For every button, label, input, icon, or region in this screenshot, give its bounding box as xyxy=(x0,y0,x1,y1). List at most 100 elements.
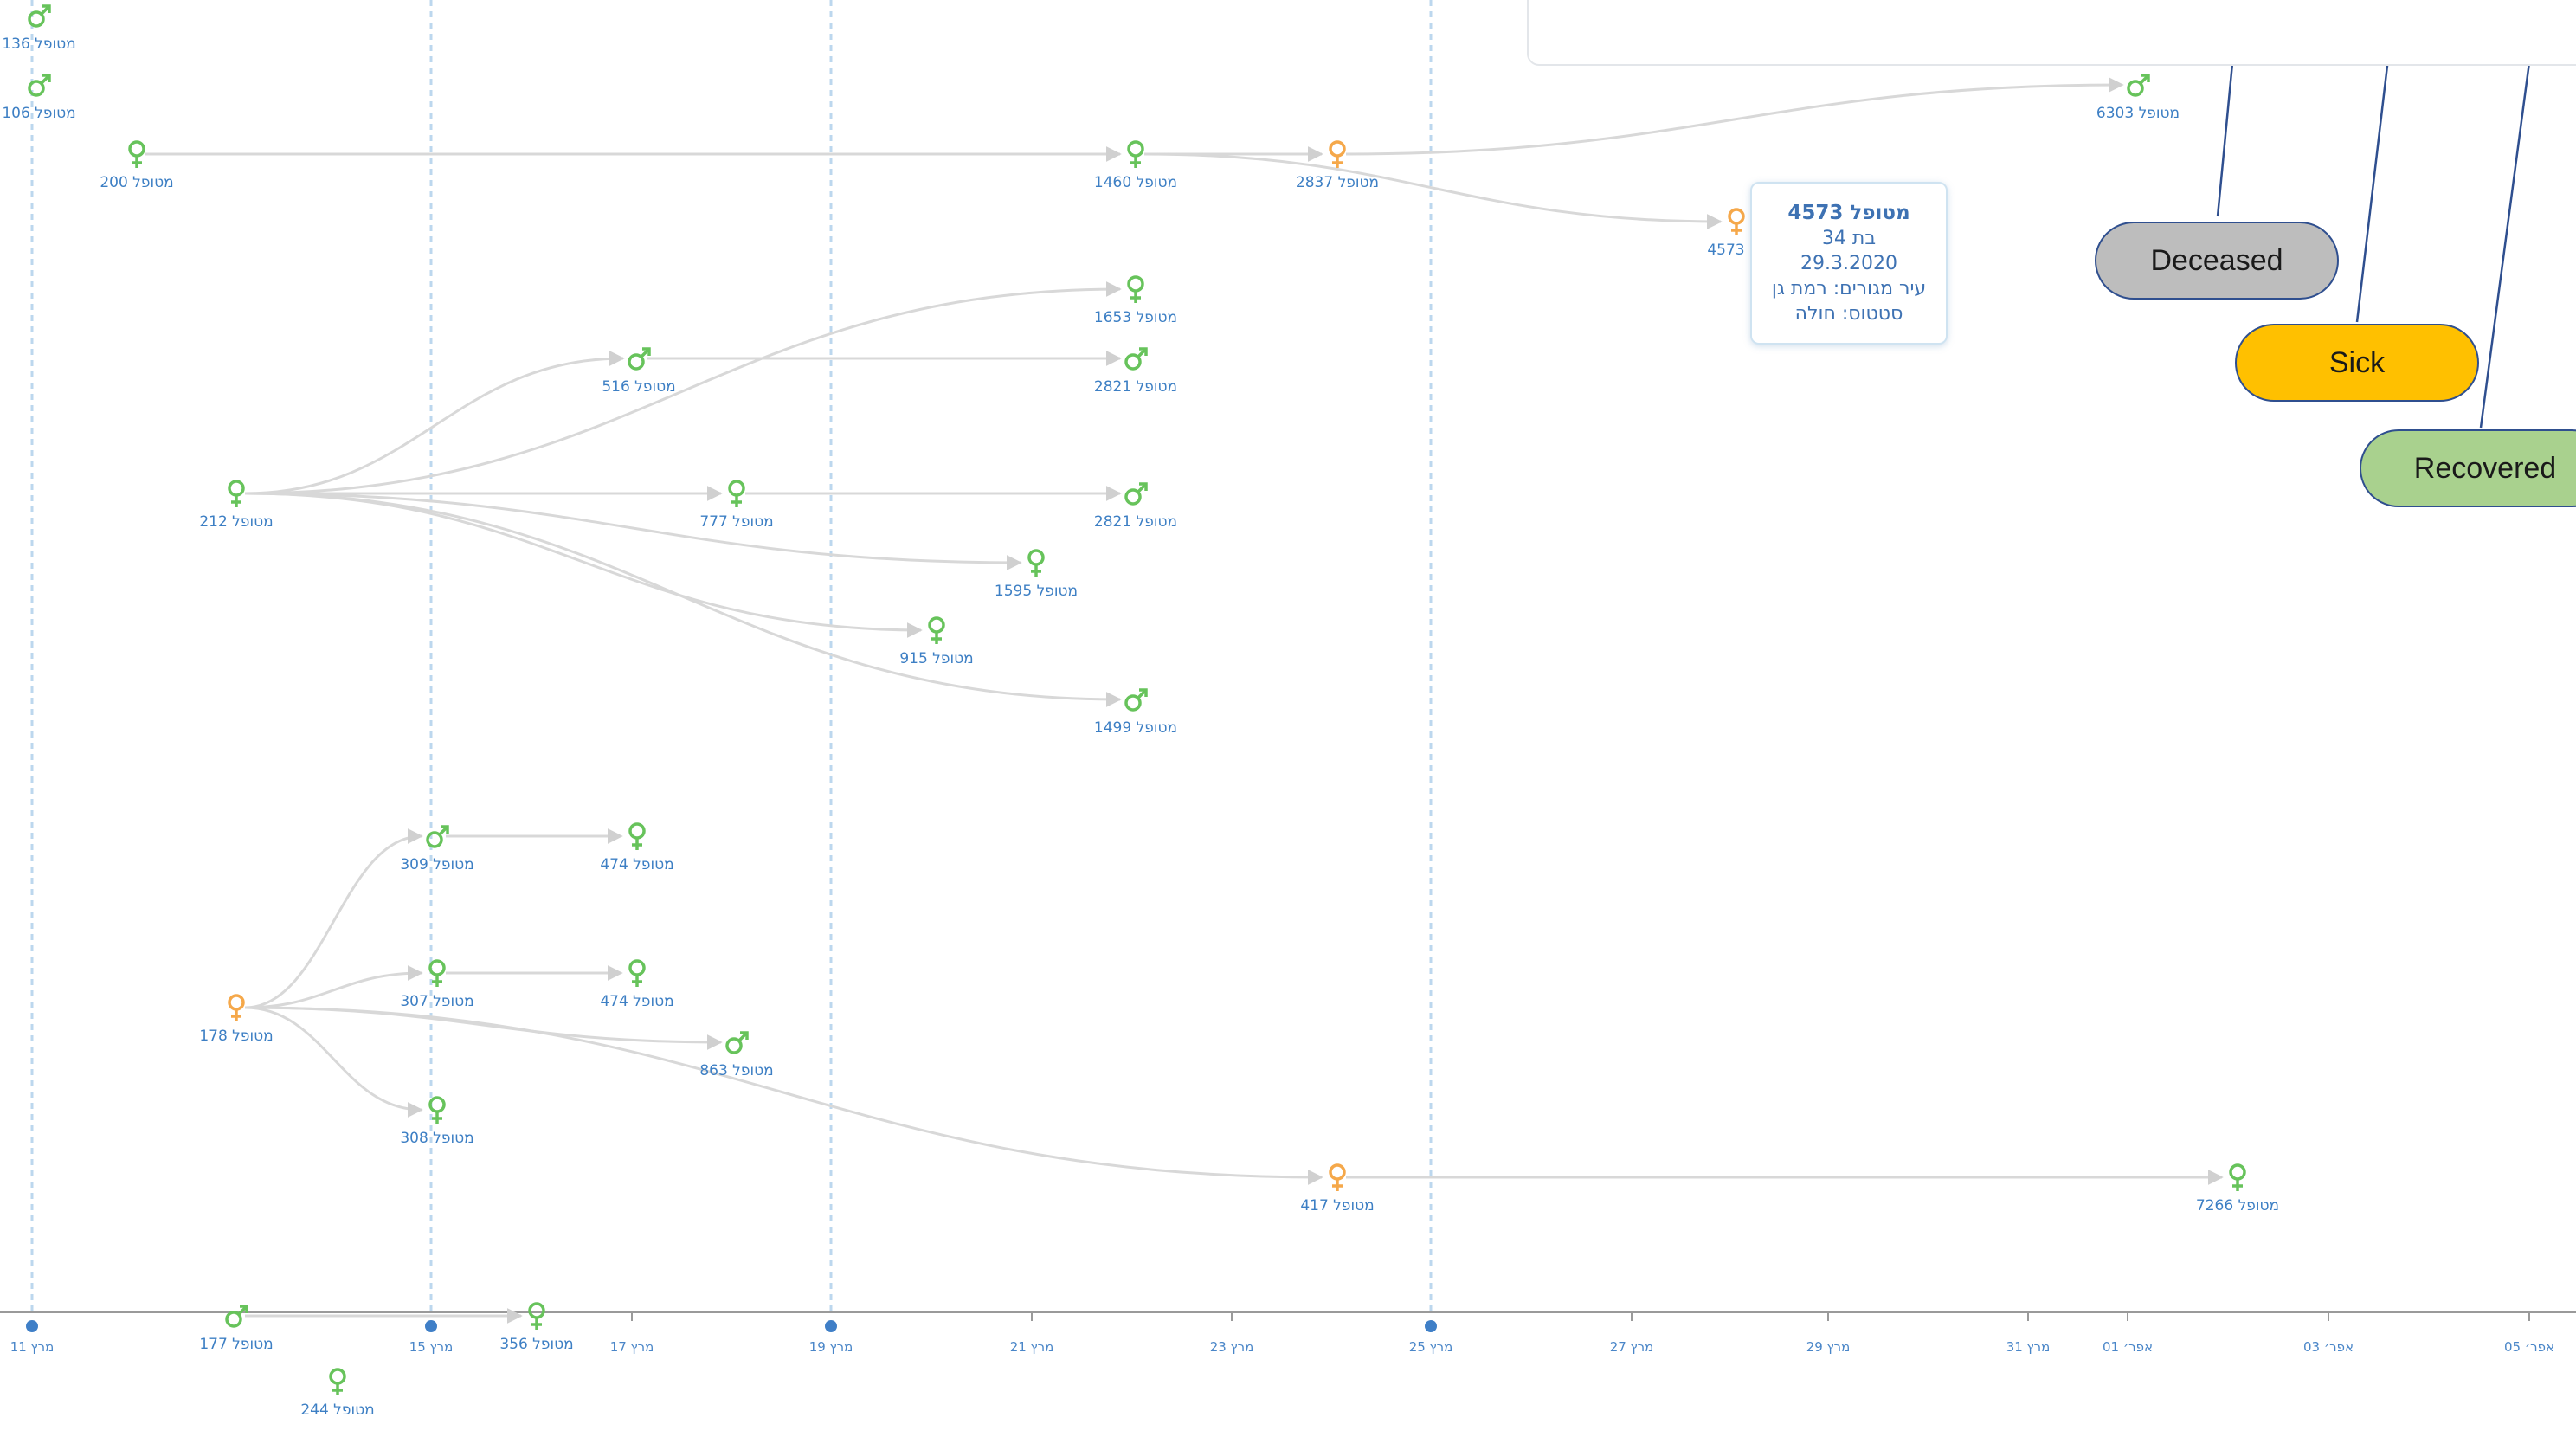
transmission-edge xyxy=(244,492,1122,707)
patient-node[interactable]: מטופל 356 xyxy=(499,1302,574,1353)
legend-recovered-label: Recovered xyxy=(2413,451,2557,485)
patient-node[interactable]: מטופל 1653 xyxy=(1094,275,1177,326)
male-symbol-icon xyxy=(28,74,51,97)
female-symbol-icon xyxy=(728,480,745,507)
patient-node[interactable]: מטופל 863 xyxy=(699,1031,774,1079)
patient-label: מטופל 309 xyxy=(400,856,473,873)
patient-node[interactable]: מטופל 307 xyxy=(400,959,474,1010)
legend-sick: Sick xyxy=(2235,324,2479,402)
transmission-edge xyxy=(244,492,1022,570)
patient-label: מטופל 1653 xyxy=(1094,309,1177,326)
female-symbol-icon xyxy=(2229,1163,2246,1191)
patient-node[interactable]: מטופל 136 xyxy=(2,4,76,53)
patient-label: מטופל 177 xyxy=(199,1336,273,1353)
patient-label: מטופל 7266 xyxy=(2196,1197,2279,1215)
patient-label: מטופל 307 xyxy=(400,993,473,1010)
patient-label: 4573 xyxy=(1707,242,1744,259)
female-symbol-icon xyxy=(428,959,446,987)
axis-tick-label: 23 מרץ xyxy=(1210,1339,1254,1355)
tooltip-city: עיר מגורים: רמת גן xyxy=(1771,278,1927,300)
transmission-edge xyxy=(244,281,1122,495)
transmission-edge xyxy=(244,965,423,1009)
patient-node[interactable]: מטופל 474 xyxy=(600,822,674,873)
male-symbol-icon xyxy=(426,825,449,848)
patient-node[interactable]: מטופל 7266 xyxy=(2196,1163,2279,1215)
patient-node[interactable]: מטופל 178 xyxy=(199,994,274,1045)
patient-node[interactable]: מטופל 2821 xyxy=(1094,482,1177,531)
patient-label: מטופל 6303 xyxy=(2096,105,2180,122)
patient-label: מטופל 417 xyxy=(1300,1197,1374,1215)
tooltip-date: 29.3.2020 xyxy=(1800,253,1897,274)
patient-node[interactable]: מטופל 1460 xyxy=(1094,140,1177,191)
transmission-edge xyxy=(244,1006,723,1050)
patient-node[interactable]: מטופל 915 xyxy=(899,616,974,667)
patient-label: מטופל 474 xyxy=(600,993,673,1010)
patient-label: מטופל 516 xyxy=(602,378,675,396)
female-symbol-icon xyxy=(528,1302,545,1330)
deceased-pointer-arrow xyxy=(2216,35,2242,217)
patient-label: מטופל 308 xyxy=(400,1130,473,1147)
axis-tick-label: 31 מרץ xyxy=(2006,1339,2051,1355)
female-symbol-icon xyxy=(1127,140,1144,168)
axis-tick-label: 03 אפר׳ xyxy=(2303,1339,2354,1355)
female-symbol-icon xyxy=(928,616,945,644)
axis-tick-label: 05 אפר׳ xyxy=(2504,1339,2554,1355)
patient-node[interactable]: מטופל 1595 xyxy=(995,549,1078,600)
patient-label: מטופל 474 xyxy=(600,856,673,873)
recovered-pointer-arrow xyxy=(2479,35,2539,429)
patient-label: מטופל 244 xyxy=(300,1402,374,1419)
date-marker-dot[interactable] xyxy=(425,1320,437,1332)
patient-node[interactable]: מטופל 417 xyxy=(1300,1163,1375,1215)
male-symbol-icon xyxy=(2127,74,2150,97)
patient-label: מטופל 1595 xyxy=(995,583,1078,600)
patient-node[interactable]: מטופל 474 xyxy=(600,959,674,1010)
patient-label: מטופל 356 xyxy=(499,1336,573,1353)
date-marker-dot[interactable] xyxy=(1425,1320,1437,1332)
patient-node[interactable]: מטופל 106 xyxy=(2,74,76,122)
patient-node[interactable]: מטופל 177 xyxy=(199,1305,274,1353)
female-symbol-icon xyxy=(1027,549,1045,577)
female-symbol-icon xyxy=(329,1368,346,1395)
female-symbol-icon xyxy=(628,959,646,987)
female-symbol-icon xyxy=(1329,1163,1346,1191)
patient-label: מטופל 2837 xyxy=(1296,174,1379,191)
female-symbol-icon xyxy=(228,994,245,1021)
patient-node[interactable]: 4573 xyxy=(1707,208,1745,259)
male-symbol-icon xyxy=(1124,688,1148,712)
patient-label: מטופל 1499 xyxy=(1094,719,1177,737)
axis-tick-label: 29 מרץ xyxy=(1806,1339,1851,1355)
tooltip-age: בת 34 xyxy=(1821,228,1877,249)
patient-label: מטופל 212 xyxy=(199,513,273,531)
transmission-edge xyxy=(244,1006,1323,1185)
patient-node[interactable]: מטופל 2821 xyxy=(1094,347,1177,396)
patient-node[interactable]: מטופל 516 xyxy=(602,347,676,396)
patient-node[interactable]: מטופל 1499 xyxy=(1094,688,1177,737)
female-symbol-icon xyxy=(128,140,145,168)
male-symbol-icon xyxy=(1124,482,1148,506)
axis-tick-label: 25 מרץ xyxy=(1409,1339,1453,1355)
female-symbol-icon xyxy=(228,480,245,507)
patient-node[interactable]: מטופל 309 xyxy=(400,825,474,873)
patient-node[interactable]: מטופל 244 xyxy=(300,1368,375,1419)
patient-node[interactable]: מטופל 308 xyxy=(400,1096,474,1147)
patient-label: מטופל 106 xyxy=(2,105,75,122)
date-marker-dot[interactable] xyxy=(825,1320,837,1332)
patient-node[interactable]: מטופל 200 xyxy=(100,140,174,191)
patient-label: מטופל 2821 xyxy=(1094,378,1177,396)
transmission-edge xyxy=(244,828,423,1009)
patient-label: מטופל 200 xyxy=(100,174,173,191)
tooltip-title: מטופל 4573 xyxy=(1787,202,1910,224)
patient-node[interactable]: מטופל 2837 xyxy=(1296,140,1379,191)
patient-label: מטופל 915 xyxy=(899,650,973,667)
patient-node[interactable]: מטופל 777 xyxy=(699,480,774,531)
patient-label: מטופל 863 xyxy=(699,1062,773,1079)
patient-label: מטופל 136 xyxy=(2,35,75,53)
date-marker-dot[interactable] xyxy=(26,1320,38,1332)
sick-pointer-arrow xyxy=(2355,35,2397,323)
patient-node[interactable]: מטופל 212 xyxy=(199,480,274,531)
patient-node[interactable]: מטופל 6303 xyxy=(2096,74,2180,122)
patient-label: מטופל 1460 xyxy=(1094,174,1177,191)
axis-tick-label: 19 מרץ xyxy=(809,1339,853,1355)
